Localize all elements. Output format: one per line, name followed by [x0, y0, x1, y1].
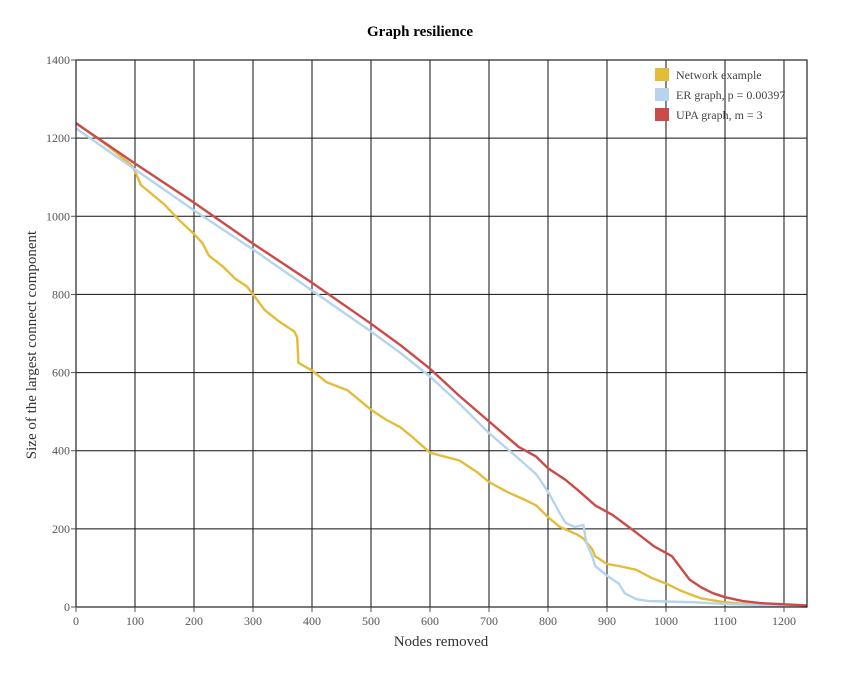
x-tick-label: 500 [362, 614, 380, 628]
y-axis-title: Size of the largest connect component [24, 230, 40, 459]
tick-labels: 0 100 200 300 400 500 600 700 800 900 1000 1100 1200… [46, 53, 796, 628]
x-tick-label: 400 [303, 614, 321, 628]
series-group [75, 121, 808, 608]
legend-label: UPA graph, m = 3 [676, 108, 763, 122]
y-tick-label: 1400 [46, 53, 70, 67]
chart-title: Graph resilience [367, 24, 473, 40]
x-tick-label: 700 [480, 614, 498, 628]
y-tick-label: 1000 [46, 209, 70, 223]
x-tick-label: 800 [539, 614, 557, 628]
plot-frame [75, 59, 808, 608]
legend-swatch [655, 108, 669, 121]
y-tick-label: 200 [52, 522, 70, 536]
y-tick-label: 1200 [46, 131, 70, 145]
legend-item[interactable]: UPA graph, m = 3 [655, 108, 763, 122]
x-tick-label: 100 [126, 614, 144, 628]
legend-item[interactable]: ER graph, p = 0.00397 [655, 88, 785, 102]
legend-item[interactable]: Network example [655, 68, 762, 82]
series-line-1 [75, 121, 808, 608]
legend[interactable]: Network example ER graph, p = 0.00397 UPA … [655, 68, 785, 122]
series-line-3 [75, 122, 808, 607]
x-tick-label: 200 [185, 614, 203, 628]
legend-swatch [655, 88, 669, 101]
x-tick-label: 1100 [713, 614, 737, 628]
x-tick-label: 1000 [654, 614, 678, 628]
legend-label: Network example [676, 68, 762, 82]
grid [76, 60, 807, 607]
x-tick-label: 900 [598, 614, 616, 628]
x-tick-label: 300 [244, 614, 262, 628]
y-tick-label: 0 [64, 600, 70, 614]
y-tick-label: 400 [52, 444, 70, 458]
x-tick-label: 1200 [772, 614, 796, 628]
series-line-2 [75, 127, 808, 608]
x-tick-label: 600 [421, 614, 439, 628]
y-tick-label: 600 [52, 366, 70, 380]
x-tick-label: 0 [73, 614, 79, 628]
legend-label: ER graph, p = 0.00397 [676, 88, 785, 102]
legend-swatch [655, 68, 669, 81]
x-axis-title: Nodes removed [394, 634, 489, 650]
y-tick-label: 800 [52, 287, 70, 301]
